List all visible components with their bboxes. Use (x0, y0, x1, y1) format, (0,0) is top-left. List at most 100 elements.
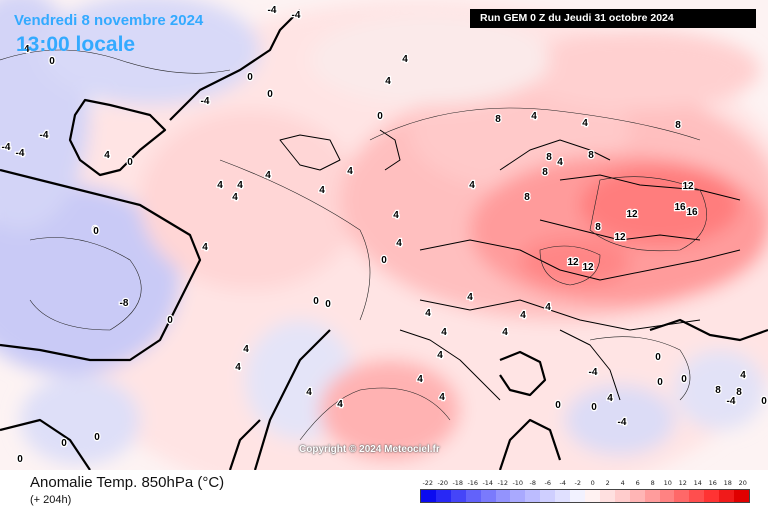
contour-value-label: 4 (437, 350, 443, 361)
valid-date-label: Vendredi 8 novembre 2024 (14, 12, 204, 29)
local-time-label: 13:00 locale (16, 33, 136, 56)
contour-value-label: -4 (618, 417, 627, 428)
contour-value-label: 4 (531, 111, 537, 122)
contour-value-label: 4 (235, 362, 241, 373)
contour-value-label: 4 (520, 310, 526, 321)
contour-value-label: 4 (557, 157, 563, 168)
contour-value-label: 4 (104, 150, 110, 161)
legend-swatch (495, 490, 511, 502)
contour-value-label: 4 (425, 308, 431, 319)
contour-value-label: 8 (715, 385, 721, 396)
contour-value-label: 4 (265, 170, 271, 181)
contour-value-label: 4 (237, 180, 243, 191)
legend-swatch (570, 490, 585, 502)
anomaly-field (0, 0, 768, 470)
legend-tick: 4 (620, 479, 625, 487)
contour-value-label: 0 (92, 225, 98, 236)
contour-value-label: 0 (17, 454, 23, 465)
legend-tick-labels: -22 -20 -18 -16 -14 -12 -10 -8 -6 -4 -2 0 2 4 6 8 10 12 14… (420, 479, 750, 489)
contour-value-label: 8 (736, 387, 742, 398)
contour-value-label: -8 (120, 298, 129, 309)
legend-tick: 8 (650, 479, 655, 487)
contour-value-label: 8 (588, 150, 594, 161)
contour-value-label: 4 (467, 292, 473, 303)
legend-tick: 0 (590, 479, 595, 487)
contour-value-label: 4 (217, 180, 223, 191)
contour-value-label: 0 (555, 400, 561, 411)
contour-value-label: 4 (337, 399, 343, 410)
variable-title: Anomalie Temp. 850hPa (°C) (30, 474, 225, 491)
contour-value-label: 0 (49, 56, 55, 67)
contour-value-label: 12 (582, 262, 594, 273)
contour-value-label: 8 (495, 114, 501, 125)
contour-value-label: 4 (582, 118, 588, 129)
contour-value-label: 0 (377, 111, 383, 122)
contour-value-label: 8 (546, 152, 552, 163)
legend-tick: -14 (482, 479, 494, 487)
legend-tick: 10 (663, 479, 672, 487)
run-info-banner: Run GEM 0 Z du Jeudi 31 octobre 2024 (470, 9, 756, 28)
legend-swatch (435, 490, 451, 502)
contour-value-label: 4 (740, 370, 746, 381)
contour-value-label: -4 (268, 5, 277, 16)
legend-swatch (644, 490, 660, 502)
coastlines (0, 9, 768, 470)
contour-value-label: 0 (657, 377, 663, 388)
legend-swatch (421, 490, 436, 502)
contour-value-label: -4 (589, 367, 598, 378)
contour-value-label: 0 (681, 374, 687, 385)
contour-value-label: 8 (524, 192, 530, 203)
legend-tick: 2 (605, 479, 610, 487)
legend-swatch (555, 490, 571, 502)
contour-value-label: 0 (167, 315, 173, 326)
contour-value-label: 8 (675, 120, 681, 131)
contour-value-label: -4 (201, 96, 210, 107)
legend-tick: -2 (574, 479, 581, 487)
contour-value-label: 0 (267, 89, 273, 100)
contour-value-label: 0 (591, 402, 597, 413)
contour-value-label: 0 (94, 432, 100, 443)
legend-tick: 6 (635, 479, 640, 487)
legend-tick: -12 (497, 479, 509, 487)
isolines (0, 49, 707, 441)
contour-value-label: 12 (614, 232, 626, 243)
legend-tick: -22 (422, 479, 434, 487)
legend-swatch (629, 490, 645, 502)
legend-tick: -8 (529, 479, 536, 487)
contour-value-label: 0 (93, 226, 99, 237)
legend-swatch (450, 490, 466, 502)
contour-value-label: 12 (682, 181, 694, 192)
legend-swatch (540, 490, 556, 502)
legend-tick: -10 (512, 479, 524, 487)
map-footer: Anomalie Temp. 850hPa (°C) (+ 204h) -22-… (0, 470, 768, 512)
legend-swatch (734, 490, 749, 502)
legend-swatch (510, 490, 526, 502)
anomaly-map: -4 -4 0 0 -4 4 -4 0 4 0 4 -4 -4 -4 -8 4 4 0 0 0 4 4 4 4 4 4 0 4 8 4 4 4… (0, 0, 768, 470)
contour-value-label: 4 (319, 185, 325, 196)
legend-swatch (525, 490, 541, 502)
legend-swatch (584, 490, 600, 502)
legend-swatch (465, 490, 481, 502)
contour-value-label: 4 (385, 76, 391, 87)
contour-value-label: 4 (393, 210, 399, 221)
contour-value-label: 12 (626, 209, 638, 220)
borders (279, 129, 741, 401)
legend-tick: -20 (437, 479, 449, 487)
contour-value-label: 0 (247, 72, 253, 83)
legend-swatch (599, 490, 615, 502)
contour-value-label: 4 (232, 192, 238, 203)
contour-value-label: 0 (381, 255, 387, 266)
contour-value-label: -4 (40, 130, 49, 141)
contour-value-label: 4 (607, 393, 613, 404)
contour-value-label: 4 (502, 327, 508, 338)
legend-swatch (659, 490, 675, 502)
legend-tick: -4 (559, 479, 566, 487)
contour-value-label: 4 (417, 374, 423, 385)
legend-swatch (704, 490, 720, 502)
contour-value-label: 4 (441, 327, 447, 338)
legend-tick: -6 (544, 479, 551, 487)
contour-value-label: 0 (61, 438, 67, 449)
contour-value-label: 4 (396, 238, 402, 249)
